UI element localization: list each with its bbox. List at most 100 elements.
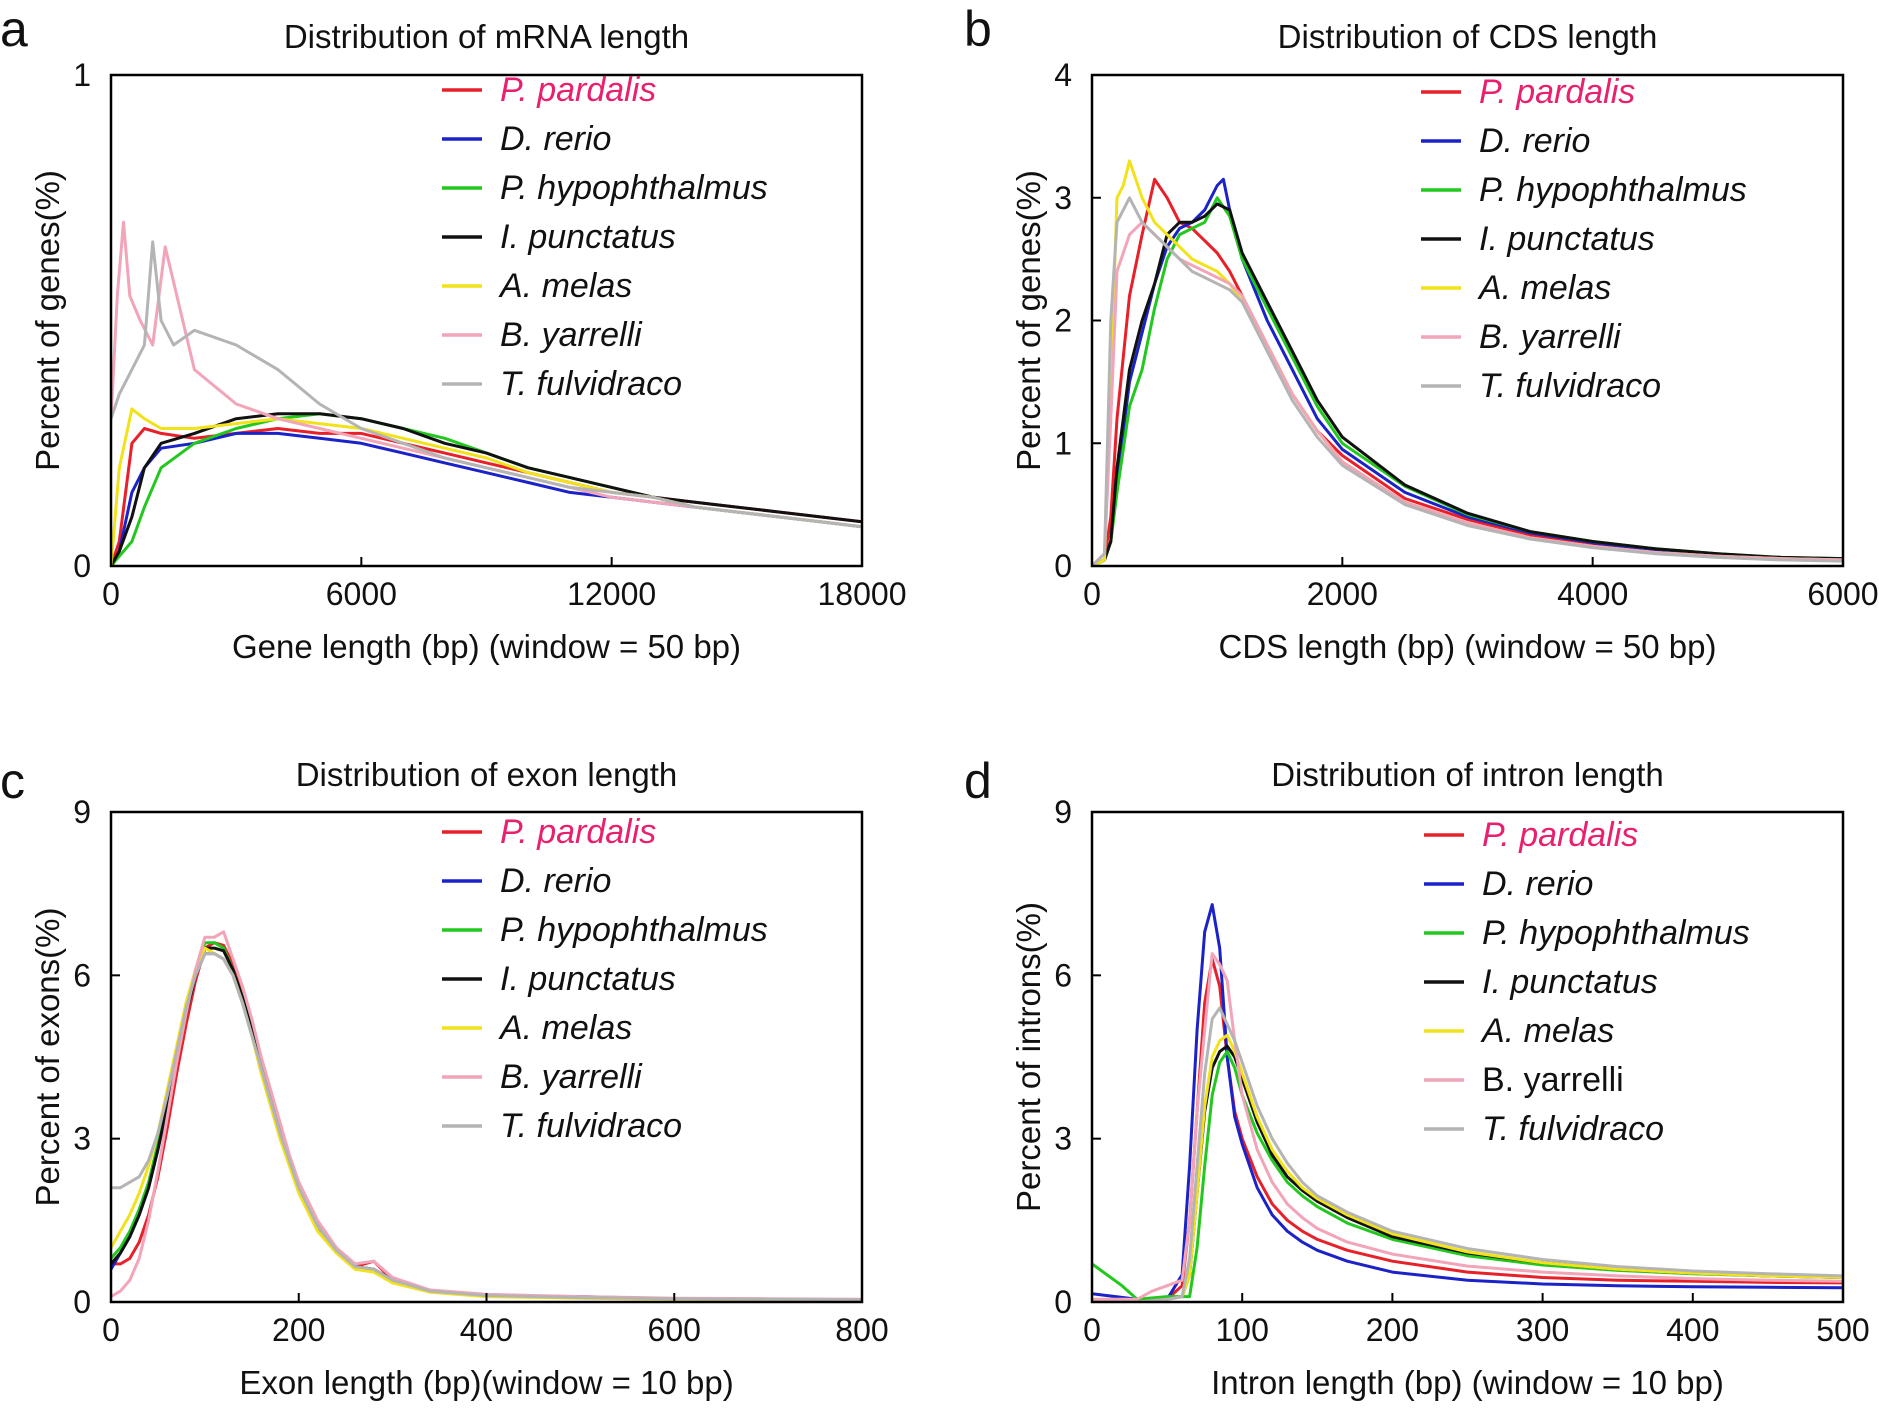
x-tick-label: 2000	[1307, 576, 1378, 612]
legend-label-a-melas: A. melas	[498, 1009, 632, 1047]
legend-label-b-yarrelli: B. yarrelli	[1482, 1061, 1624, 1099]
panel-b: b Distribution of CDS length 0 2000 4000 6000…	[964, 1, 1879, 665]
legend-label-t-fulvidraco: T. fulvidraco	[1482, 1110, 1664, 1148]
series-line-i-punctatus	[1092, 202, 1843, 566]
y-tick-label: 4	[1054, 57, 1072, 93]
x-axis-label: Exon length (bp)(window = 10 bp)	[239, 1364, 733, 1401]
series-line-b-yarrelli	[111, 220, 862, 529]
series-line-p-hypophthalmus	[111, 941, 862, 1302]
y-tick-label: 3	[1054, 180, 1072, 216]
plot-frame	[1090, 810, 1845, 1304]
legend-label-p-pardalis: P. pardalis	[500, 71, 656, 109]
y-tick-label: 6	[73, 957, 91, 993]
y-tick-label: 1	[73, 57, 91, 93]
x-tick-label: 0	[1083, 1312, 1101, 1348]
legend: P. pardalis D. rerio P. hypophthalmus I. pu…	[442, 813, 768, 1145]
series-group	[1092, 903, 1843, 1302]
series-line-t-fulvidraco	[1092, 196, 1843, 566]
y-tick-label: 0	[73, 548, 91, 584]
y-tick-label: 6	[1054, 957, 1072, 993]
legend-label-p-pardalis: P. pardalis	[1482, 816, 1638, 854]
x-axis-label: CDS length (bp) (window = 50 bp)	[1219, 628, 1717, 665]
y-axis-label: Percent of genes(%)	[1010, 170, 1047, 471]
legend-label-b-yarrelli: B. yarrelli	[1479, 318, 1622, 356]
x-tick-label: 0	[102, 576, 120, 612]
series-line-t-fulvidraco	[111, 952, 862, 1302]
x-tick-label: 200	[272, 1312, 325, 1348]
x-tick-label: 18000	[818, 576, 907, 612]
series-line-p-pardalis	[1092, 177, 1843, 566]
series-line-i-punctatus	[111, 412, 862, 566]
legend-label-t-fulvidraco: T. fulvidraco	[1479, 367, 1661, 405]
legend-label-p-pardalis: P. pardalis	[500, 813, 656, 851]
series-line-b-yarrelli	[111, 930, 862, 1301]
y-tick-label: 2	[1054, 303, 1072, 339]
legend-label-a-melas: A. melas	[498, 267, 632, 305]
legend-label-b-yarrelli: B. yarrelli	[500, 316, 643, 354]
legend-label-i-punctatus: I. punctatus	[1479, 220, 1655, 258]
x-tick-label: 200	[1366, 1312, 1419, 1348]
series-line-p-pardalis	[111, 941, 862, 1302]
series-line-t-fulvidraco	[1092, 1006, 1843, 1302]
legend-label-p-hypophthalmus: P. hypophthalmus	[500, 169, 768, 207]
legend-label-d-rerio: D. rerio	[1482, 865, 1593, 903]
panel-letter: c	[0, 753, 25, 809]
legend-label-p-hypophthalmus: P. hypophthalmus	[500, 911, 768, 949]
chart-title: Distribution of intron length	[1271, 756, 1664, 793]
legend-label-b-yarrelli: B. yarrelli	[500, 1058, 643, 1096]
y-tick-label: 3	[1054, 1121, 1072, 1157]
y-tick-label: 9	[1054, 794, 1072, 830]
x-tick-label: 12000	[567, 576, 656, 612]
plot-frame	[109, 73, 864, 568]
legend-label-i-punctatus: I. punctatus	[500, 218, 676, 256]
legend-label-d-rerio: D. rerio	[1479, 122, 1590, 160]
legend-label-d-rerio: D. rerio	[500, 120, 611, 158]
legend-label-d-rerio: D. rerio	[500, 862, 611, 900]
y-axis-label: Percent of exons(%)	[29, 908, 66, 1207]
series-line-d-rerio	[1092, 903, 1843, 1301]
x-tick-label: 6000	[1807, 576, 1878, 612]
series-group	[1092, 159, 1843, 566]
legend: P. pardalis D. rerio P. hypophthalmus I. pu…	[442, 71, 768, 403]
chart-title: Distribution of exon length	[296, 756, 678, 793]
panel-letter: b	[964, 1, 992, 57]
y-tick-label: 9	[73, 794, 91, 830]
legend-label-p-hypophthalmus: P. hypophthalmus	[1482, 914, 1750, 952]
legend-label-i-punctatus: I. punctatus	[1482, 963, 1658, 1001]
x-tick-label: 100	[1216, 1312, 1269, 1348]
y-axis-label: Percent of genes(%)	[29, 170, 66, 471]
series-line-p-pardalis	[111, 427, 862, 566]
legend-label-t-fulvidraco: T. fulvidraco	[500, 1107, 682, 1145]
series-line-d-rerio	[1092, 177, 1843, 566]
x-tick-label: 600	[648, 1312, 701, 1348]
legend: P. pardalis D. rerio P. hypophthalmus I. pu…	[1424, 816, 1750, 1148]
legend-label-t-fulvidraco: T. fulvidraco	[500, 365, 682, 403]
panel-a: a Distribution of mRNA length 0 6000 12000 18…	[0, 1, 906, 665]
panel-letter: a	[0, 1, 28, 57]
series-group	[111, 930, 862, 1302]
series-line-b-yarrelli	[1092, 952, 1843, 1301]
legend-label-i-punctatus: I. punctatus	[500, 960, 676, 998]
y-tick-label: 0	[73, 1284, 91, 1320]
chart-title: Distribution of mRNA length	[284, 18, 689, 55]
x-tick-label: 400	[460, 1312, 513, 1348]
y-tick-label: 1	[1054, 425, 1072, 461]
panel-d: d Distribution of intron length 0 100 200 300…	[964, 753, 1870, 1401]
x-axis-label: Intron length (bp) (window = 10 bp)	[1211, 1364, 1724, 1401]
legend-label-a-melas: A. melas	[1477, 269, 1611, 307]
series-line-i-punctatus	[111, 946, 862, 1302]
series-line-a-melas	[111, 946, 862, 1302]
x-tick-label: 4000	[1557, 576, 1628, 612]
x-tick-label: 500	[1816, 1312, 1869, 1348]
series-group	[111, 220, 862, 566]
chart-title: Distribution of CDS length	[1278, 18, 1658, 55]
y-tick-label: 0	[1054, 1284, 1072, 1320]
panel-letter: d	[964, 753, 992, 809]
x-tick-label: 0	[102, 1312, 120, 1348]
legend: P. pardalis D. rerio P. hypophthalmus I. pu…	[1421, 73, 1747, 405]
series-line-p-hypophthalmus	[1092, 196, 1843, 566]
x-tick-label: 6000	[326, 576, 397, 612]
series-line-t-fulvidraco	[111, 240, 862, 529]
x-tick-label: 400	[1666, 1312, 1719, 1348]
